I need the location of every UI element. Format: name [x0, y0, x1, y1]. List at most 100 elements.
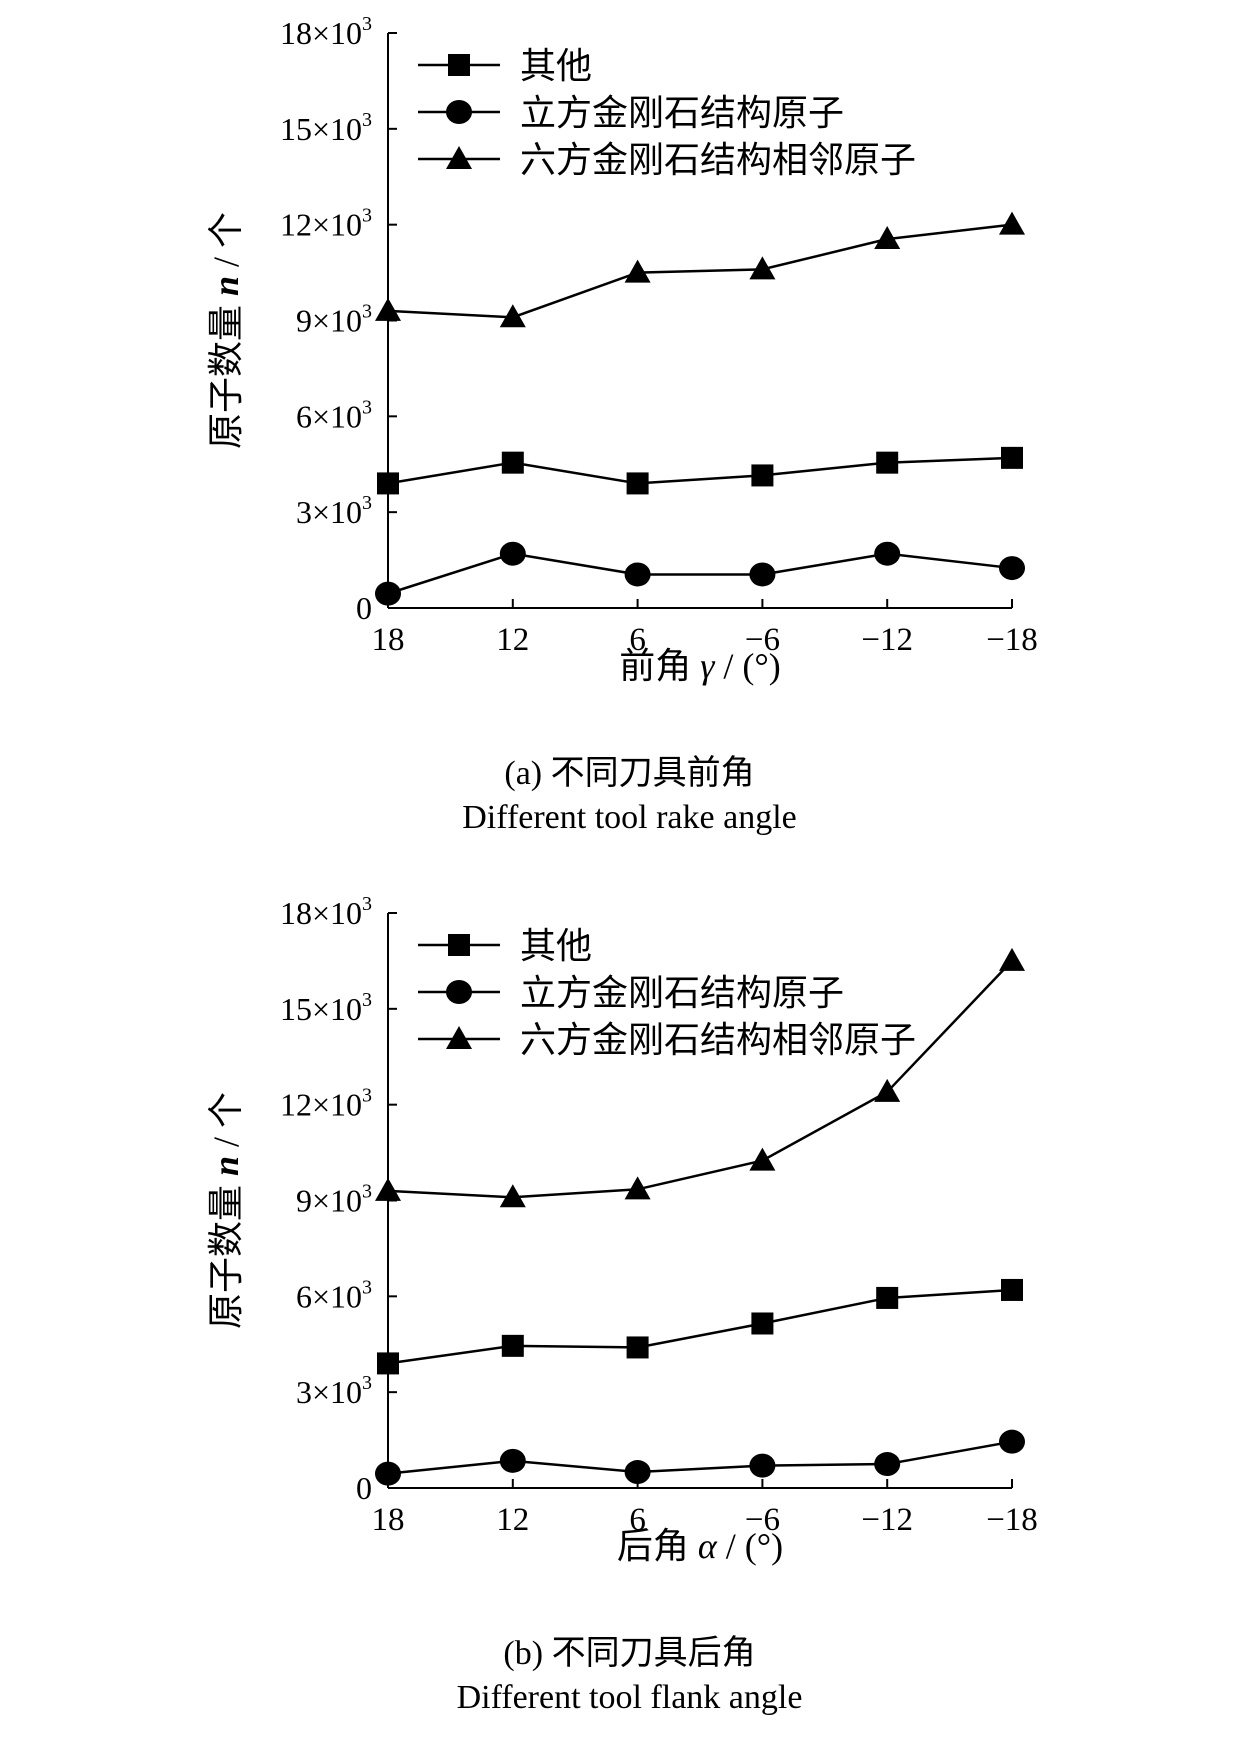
- chart-b-y-tick-mantissa: 6×10: [296, 1278, 362, 1314]
- chart-a-y-tick-label: 18×103: [280, 13, 372, 51]
- chart-b-legend-marker-triangle: [446, 1026, 472, 1049]
- chart-b-y-tick-mantissa: 12×10: [280, 1087, 362, 1123]
- chart-a-point-circle: [874, 541, 901, 566]
- chart-a-legend-marker-triangle: [446, 146, 472, 169]
- chart-b-x-axis-title-var: α: [698, 1526, 718, 1566]
- chart-a-y-tick-mantissa: 0: [356, 590, 372, 626]
- chart-a-x-axis-title: 前角 γ / (°): [619, 646, 781, 686]
- chart-a-y-tick-mantissa: 15×10: [280, 111, 362, 147]
- chart-b-y-tick-exp: 3: [362, 1181, 372, 1203]
- chart-b-y-tick-mantissa: 0: [356, 1470, 372, 1506]
- chart-b-x-axis-title-unit: / (°): [717, 1526, 783, 1566]
- chart-b-x-tick-label: −18: [986, 1502, 1038, 1538]
- chart-a-x-axis-title-cn: 前角: [619, 646, 700, 686]
- chart-b-legend-label: 立方金刚石结构原子: [520, 973, 844, 1013]
- chart-b-y-tick-exp: 3: [362, 1276, 372, 1298]
- chart-b-x-axis-title: 后角 α / (°): [617, 1526, 783, 1566]
- chart-b-point-square: [751, 1312, 774, 1335]
- chart-b-y-tick-label: 12×103: [280, 1085, 372, 1123]
- chart-a-point-circle: [499, 541, 526, 566]
- chart-a-point-triangle: [874, 226, 901, 250]
- chart-a-point-triangle: [499, 304, 526, 328]
- chart-a-y-tick-label: 3×103: [296, 492, 372, 530]
- chart-a-y-tick-exp: 3: [362, 492, 372, 514]
- chart-b-y-tick-label: 6×103: [296, 1276, 372, 1314]
- chart-a-point-square: [876, 451, 899, 474]
- chart-a-y-tick-label: 6×103: [296, 396, 372, 434]
- chart-a-point-circle: [749, 562, 776, 587]
- chart-b-x-tick-label: 12: [496, 1502, 529, 1538]
- chart-b-y-axis-title-var: n: [206, 1156, 246, 1176]
- chart-a: 0 3×103 6×103 9×103 12×103 15×103 18×103 18 12 6−…: [0, 13, 1259, 840]
- chart-b-y-tick-exp: 3: [362, 1372, 372, 1394]
- chart-b-y-tick-label: 3×103: [296, 1372, 372, 1410]
- chart-b-x-tick-label: −12: [861, 1502, 913, 1538]
- chart-a-y-tick-mantissa: 3×10: [296, 494, 362, 530]
- chart-a-caption-cn: (a) 不同刀具前角: [504, 755, 755, 792]
- chart-a-x-axis-title-unit: / (°): [714, 646, 780, 686]
- chart-a-point-triangle: [999, 211, 1025, 235]
- chart-b-point-circle: [375, 1461, 401, 1486]
- chart-b-y-axis-title-cn: 原子数量: [206, 1176, 246, 1329]
- chart-a-point-square: [626, 472, 649, 495]
- chart-a-x-tick-label: 6: [629, 622, 646, 658]
- chart-b-series-square-line: [387, 1288, 1013, 1365]
- chart-a-point-square: [501, 451, 524, 474]
- chart-a-y-tick-label: 12×103: [280, 205, 372, 243]
- chart-b-point-circle: [874, 1452, 901, 1477]
- chart-a-point-square: [377, 472, 399, 495]
- chart-a-legend-marker-square: [448, 54, 470, 76]
- chart-b-y-axis-title: 原子数量 n / 个: [206, 1092, 246, 1329]
- chart-b-y-axis-title-unit: / 个: [206, 1092, 246, 1156]
- chart-a-y-tick-exp: 3: [362, 13, 372, 35]
- chart-b-x-tick-label: 6: [629, 1502, 646, 1538]
- chart-a-point-circle: [624, 562, 651, 587]
- chart-b-caption-en: Different tool flank angle: [456, 1679, 803, 1716]
- chart-b-point-square: [876, 1286, 899, 1309]
- chart-a-y-tick-label: 9×103: [296, 301, 372, 339]
- chart-b-series-circle-line: [387, 1440, 1013, 1475]
- chart-b-caption: (b) 不同刀具后角 Different tool flank angle: [0, 1632, 1259, 1720]
- chart-b-legend-label: 其他: [520, 926, 592, 966]
- chart-b-point-square: [377, 1352, 399, 1375]
- chart-b-point-triangle: [749, 1147, 776, 1171]
- chart-a-point-triangle: [375, 297, 401, 321]
- chart-b-point-circle: [624, 1460, 651, 1485]
- chart-b-y-tick-exp: 3: [362, 989, 372, 1011]
- chart-b-y-tick-mantissa: 18×10: [280, 895, 362, 931]
- chart-b-y-tick-mantissa: 9×10: [296, 1183, 362, 1219]
- chart-a-legend-label: 六方金刚石结构相邻原子: [520, 140, 916, 180]
- chart-b-x-axis-title-cn: 后角: [617, 1526, 698, 1566]
- chart-a-x-tick-label: −18: [986, 622, 1038, 658]
- chart-a-y-tick-mantissa: 9×10: [296, 303, 362, 339]
- chart-a-x-axis-title-var: γ: [700, 646, 715, 686]
- chart-b: 0 3×103 6×103 9×103 12×103 15×103 18×103 18 12 6−…: [0, 880, 1259, 1758]
- chart-b-y-tick-mantissa: 3×10: [296, 1374, 362, 1410]
- chart-a-point-circle: [999, 556, 1025, 581]
- chart-a-x-tick-label: −6: [745, 622, 780, 658]
- chart-b-x-tick-label: −6: [745, 1502, 780, 1538]
- chart-b-legend-marker-square: [448, 934, 470, 956]
- chart-a-caption-en: Different tool rake angle: [462, 799, 797, 836]
- chart-a-series-circle-line: [387, 552, 1013, 595]
- chart-b-caption-cn: (b) 不同刀具后角: [503, 1635, 756, 1672]
- chart-a-y-tick-exp: 3: [362, 205, 372, 227]
- chart-b-point-square: [1001, 1278, 1023, 1301]
- chart-b-y-tick-label: 0: [356, 1470, 372, 1506]
- chart-b-legend-marker-circle: [446, 980, 472, 1004]
- chart-a-point-square: [751, 464, 774, 487]
- chart-b-point-triangle: [874, 1078, 901, 1102]
- chart-a-y-tick-label: 0: [356, 590, 372, 626]
- chart-a-series-triangle-line: [387, 223, 1013, 319]
- chart-a-y-axis-title-cn: 原子数量: [206, 296, 246, 449]
- chart-a-series-square-line: [387, 456, 1013, 485]
- chart-b-series-triangle-line: [387, 960, 1013, 1199]
- chart-a-point-triangle: [749, 256, 776, 280]
- chart-a-point-triangle: [624, 259, 651, 283]
- chart-b-y-tick-label: 9×103: [296, 1181, 372, 1219]
- chart-b-point-circle: [999, 1429, 1025, 1454]
- chart-a-x-tick-label: 18: [372, 622, 405, 658]
- chart-a-x-tick-label: 12: [496, 622, 529, 658]
- chart-b-y-tick-label: 15×103: [280, 989, 372, 1027]
- chart-a-caption: (a) 不同刀具前角 Different tool rake angle: [0, 752, 1259, 840]
